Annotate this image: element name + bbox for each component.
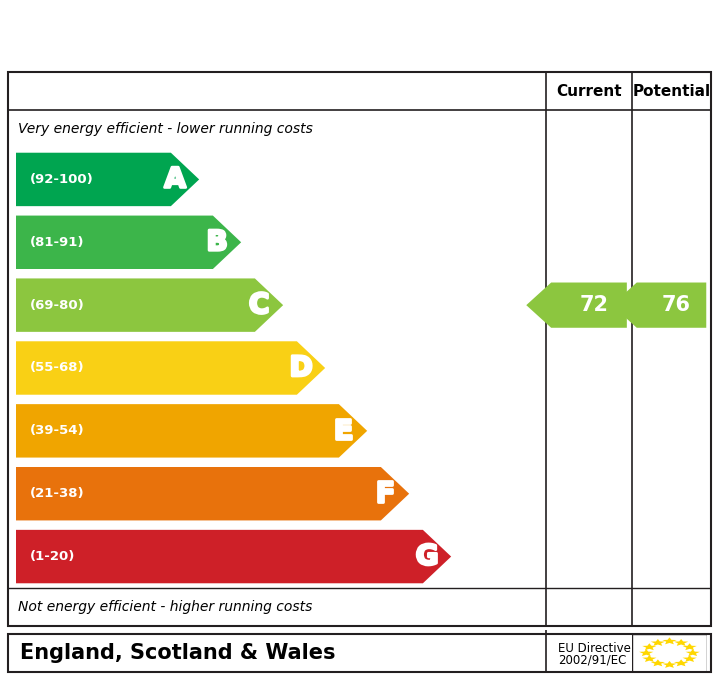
- Text: Potential: Potential: [633, 84, 710, 99]
- Polygon shape: [686, 649, 700, 656]
- Text: F: F: [376, 480, 395, 508]
- Text: 2002/91/EC: 2002/91/EC: [558, 654, 626, 667]
- Text: EU Directive: EU Directive: [558, 642, 631, 655]
- Text: England, Scotland & Wales: England, Scotland & Wales: [20, 643, 336, 663]
- Polygon shape: [16, 279, 283, 332]
- Text: (92-100): (92-100): [30, 173, 93, 186]
- Polygon shape: [639, 649, 654, 656]
- Polygon shape: [642, 644, 656, 650]
- Polygon shape: [662, 661, 677, 668]
- Polygon shape: [651, 659, 665, 667]
- Text: E: E: [334, 417, 352, 445]
- Text: (55-68): (55-68): [30, 362, 85, 375]
- Text: A: A: [165, 166, 186, 193]
- Text: 72: 72: [580, 295, 608, 315]
- Polygon shape: [16, 216, 241, 269]
- Text: (1-20): (1-20): [30, 550, 75, 563]
- Text: G: G: [416, 543, 439, 571]
- Polygon shape: [662, 637, 677, 644]
- Text: C: C: [249, 291, 270, 319]
- Text: (21-38): (21-38): [30, 487, 85, 500]
- Polygon shape: [682, 644, 697, 650]
- Polygon shape: [16, 404, 367, 458]
- Polygon shape: [674, 639, 688, 646]
- Polygon shape: [612, 283, 706, 328]
- Polygon shape: [16, 341, 325, 395]
- Text: Not energy efficient - higher running costs: Not energy efficient - higher running co…: [18, 600, 312, 614]
- Text: (81-91): (81-91): [30, 236, 85, 249]
- Polygon shape: [16, 153, 199, 206]
- Polygon shape: [526, 283, 627, 328]
- Text: D: D: [290, 354, 313, 382]
- Polygon shape: [16, 530, 451, 583]
- Polygon shape: [16, 467, 409, 521]
- Text: Energy Efficiency Rating: Energy Efficiency Rating: [18, 19, 516, 53]
- Text: B: B: [206, 228, 228, 256]
- Text: 76: 76: [662, 295, 691, 315]
- Polygon shape: [642, 655, 656, 662]
- Polygon shape: [682, 655, 697, 662]
- Text: Current: Current: [557, 84, 622, 99]
- Text: Very energy efficient - lower running costs: Very energy efficient - lower running co…: [18, 122, 313, 136]
- Text: (39-54): (39-54): [30, 425, 85, 437]
- Polygon shape: [651, 639, 665, 646]
- Polygon shape: [674, 659, 688, 667]
- Text: (69-80): (69-80): [30, 299, 85, 312]
